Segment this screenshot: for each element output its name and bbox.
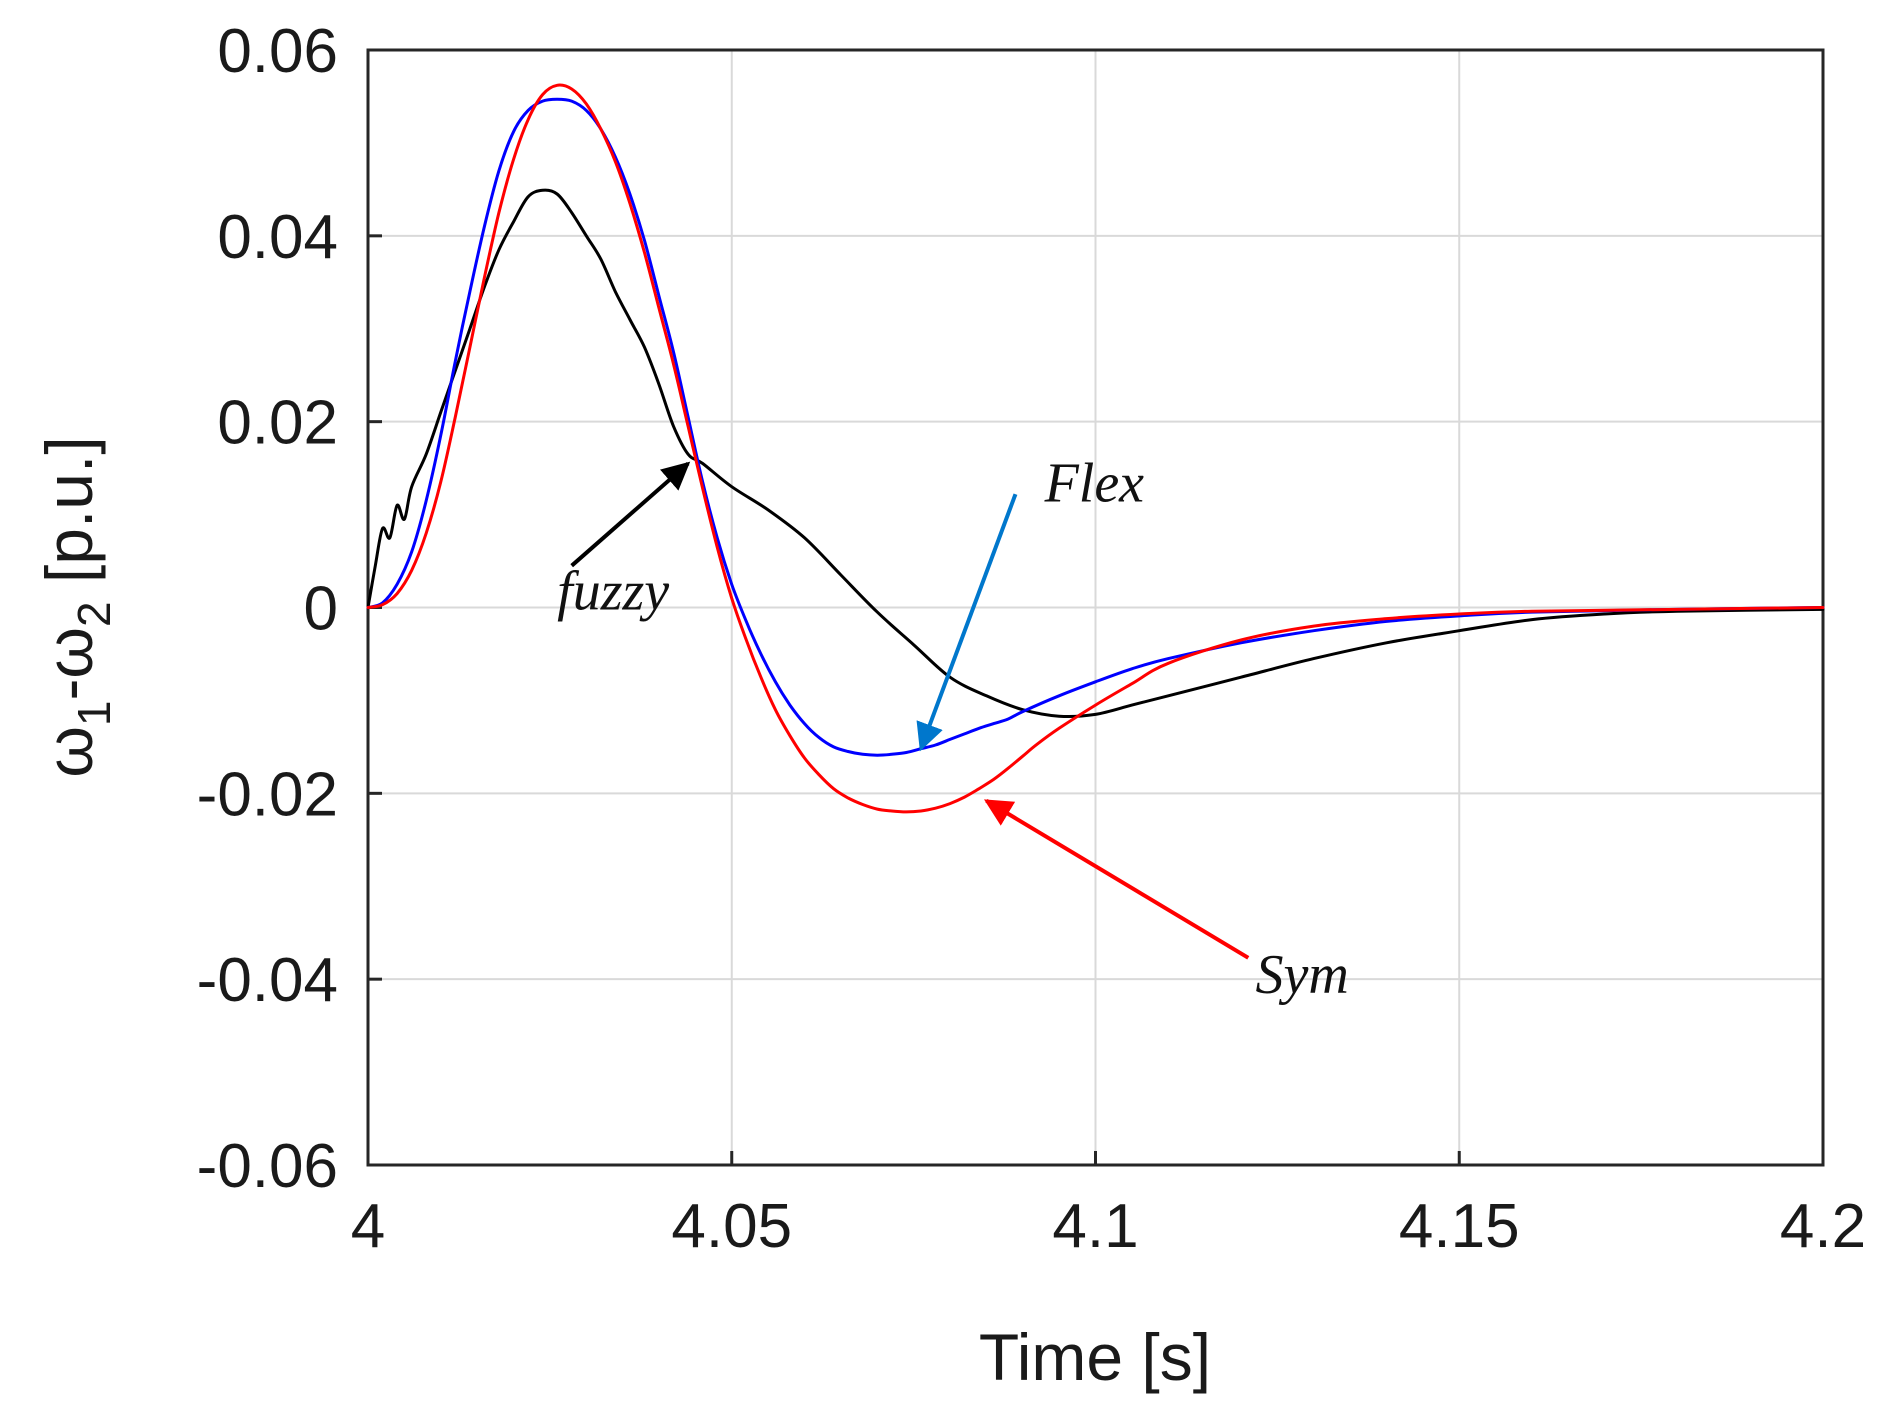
y-tick-label: 0.04 (217, 203, 338, 272)
series-line-fuzzy (366, 188, 1825, 719)
annotation-layer: fuzzy Flex Sym (557, 453, 1349, 1007)
y-tick-label: 0.02 (217, 389, 338, 458)
annotation-label-flex: Flex (1044, 453, 1145, 515)
y-axis-title-omega1: ω (32, 726, 106, 778)
x-tick-label: 4.05 (671, 1192, 792, 1261)
y-axis-title-sub2: 2 (68, 601, 120, 627)
annotation-arrow-sym (983, 799, 1250, 960)
x-tick-label: 4 (351, 1192, 385, 1261)
x-tick-label: 4.2 (1780, 1192, 1866, 1261)
x-tick-label: 4.15 (1399, 1192, 1520, 1261)
y-tick-label: -0.02 (197, 760, 338, 829)
series-line-sym (366, 83, 1825, 814)
y-axis-title: ω1-ω2 [p.u.] (32, 436, 120, 777)
annotation-arrow-flex (916, 493, 1018, 752)
annotation-label-fuzzy: fuzzy (557, 560, 669, 622)
y-axis-title-sub1: 1 (68, 701, 120, 727)
series-layer (366, 83, 1825, 814)
x-tick-label: 4.1 (1052, 1192, 1138, 1261)
y-axis-ticks: -0.06 -0.04 -0.02 0 0.02 0.04 0.06 (197, 17, 382, 1201)
y-tick-label: 0.06 (217, 17, 338, 86)
y-tick-label: -0.04 (197, 946, 338, 1015)
annotation-label-sym: Sym (1256, 944, 1349, 1006)
y-axis-title-minus: -ω (32, 627, 106, 701)
annotation-arrow-fuzzy (570, 461, 691, 568)
y-tick-label: -0.06 (197, 1132, 338, 1201)
y-tick-label: 0 (304, 575, 338, 644)
x-axis-ticks: 4 4.05 4.1 4.15 4.2 (351, 1151, 1866, 1261)
x-axis-title: Time [s] (979, 1320, 1211, 1394)
y-axis-title-units: [p.u.] (32, 436, 106, 601)
series-line-flex (366, 97, 1825, 757)
